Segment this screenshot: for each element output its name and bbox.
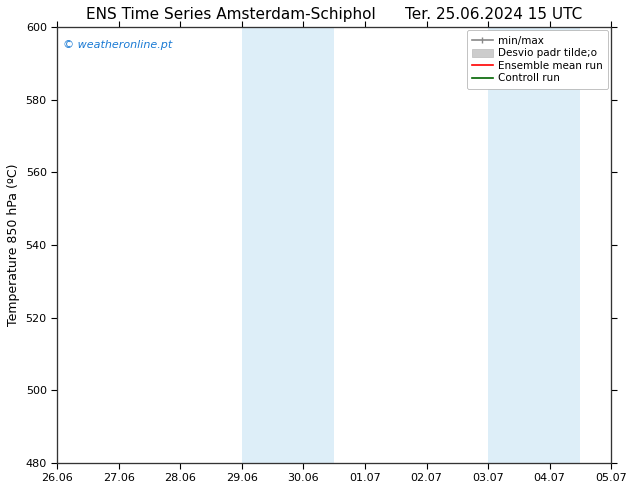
Text: © weatheronline.pt: © weatheronline.pt [63, 40, 172, 50]
Title: ENS Time Series Amsterdam-Schiphol      Ter. 25.06.2024 15 UTC: ENS Time Series Amsterdam-Schiphol Ter. … [86, 7, 582, 22]
Y-axis label: Temperature 850 hPa (ºC): Temperature 850 hPa (ºC) [7, 164, 20, 326]
Legend: min/max, Desvio padr tilde;o, Ensemble mean run, Controll run: min/max, Desvio padr tilde;o, Ensemble m… [467, 30, 608, 89]
Bar [242, 27, 334, 463]
Bar [488, 27, 580, 463]
